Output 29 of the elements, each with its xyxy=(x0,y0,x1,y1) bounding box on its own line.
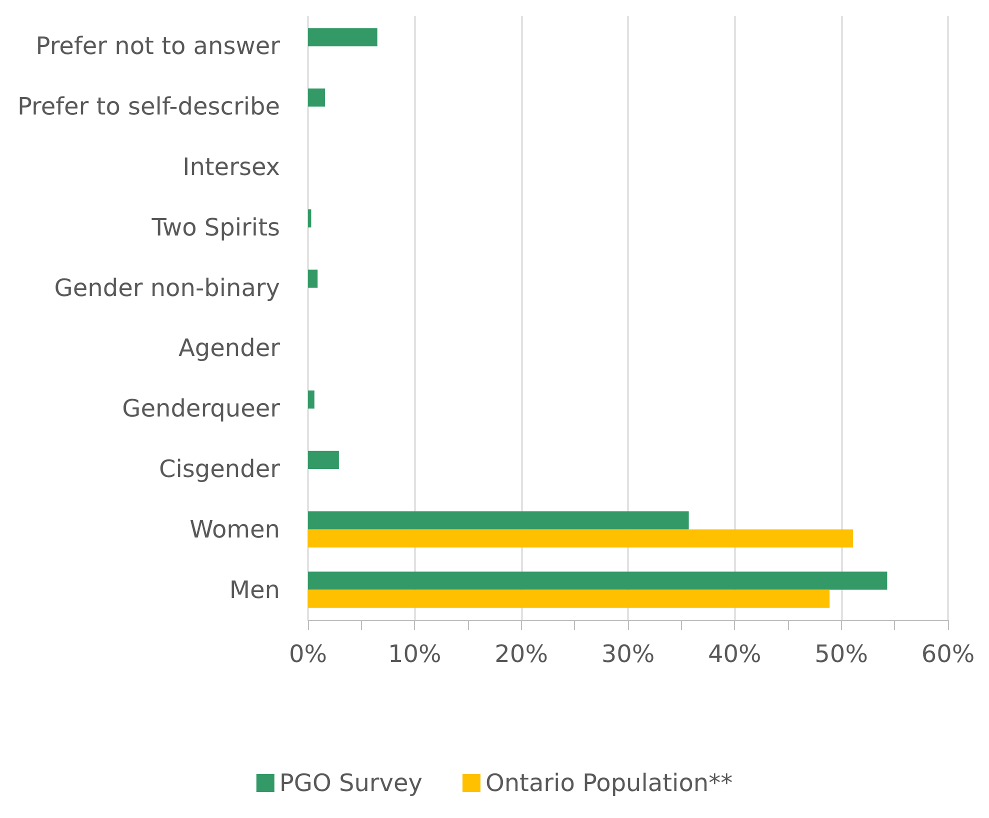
x-tick-label: 0% xyxy=(288,640,328,668)
y-tick-label: Cisgender xyxy=(158,455,280,483)
y-tick-label: Gender non-binary xyxy=(54,274,280,302)
bar xyxy=(308,270,318,288)
bar xyxy=(308,28,378,46)
x-tick-label: 40% xyxy=(708,640,762,668)
bar xyxy=(308,390,314,409)
bar xyxy=(308,450,339,469)
y-tick-label: Intersex xyxy=(182,153,280,181)
x-tick-label: 10% xyxy=(388,640,442,668)
y-tick-label: Genderqueer xyxy=(122,394,280,423)
legend-label: Ontario Population** xyxy=(485,769,733,797)
y-tick-label: Men xyxy=(229,576,280,604)
bar xyxy=(308,88,326,107)
bar xyxy=(308,529,854,548)
y-tick-label: Women xyxy=(190,515,280,544)
x-tick-label: 50% xyxy=(814,640,868,668)
y-tick-label: Agender xyxy=(178,334,280,362)
bar xyxy=(308,572,888,590)
x-tick-label: 30% xyxy=(601,640,655,668)
x-tick-label: 60% xyxy=(921,640,975,668)
bar xyxy=(308,590,830,608)
y-tick-label: Prefer not to answer xyxy=(36,32,280,60)
legend-label: PGO Survey xyxy=(279,769,422,797)
bar xyxy=(308,511,689,530)
y-tick-label: Two Spirits xyxy=(150,213,280,242)
bar xyxy=(308,209,312,228)
x-tick-label: 20% xyxy=(494,640,548,668)
y-tick-label: Prefer to self-describe xyxy=(17,92,280,121)
